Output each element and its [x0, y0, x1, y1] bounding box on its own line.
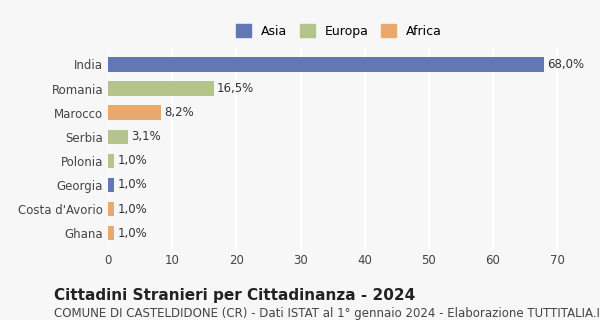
Text: 1,0%: 1,0%: [118, 227, 148, 240]
Bar: [108, 57, 544, 72]
Bar: [108, 81, 214, 96]
Text: 16,5%: 16,5%: [217, 82, 254, 95]
Bar: [108, 178, 115, 192]
Bar: [108, 105, 161, 120]
Legend: Asia, Europa, Africa: Asia, Europa, Africa: [230, 18, 448, 44]
Text: Cittadini Stranieri per Cittadinanza - 2024: Cittadini Stranieri per Cittadinanza - 2…: [54, 288, 415, 303]
Bar: [108, 154, 115, 168]
Bar: [108, 226, 115, 240]
Text: 1,0%: 1,0%: [118, 203, 148, 216]
Text: 1,0%: 1,0%: [118, 154, 148, 167]
Text: 1,0%: 1,0%: [118, 179, 148, 191]
Text: COMUNE DI CASTELDIDONE (CR) - Dati ISTAT al 1° gennaio 2024 - Elaborazione TUTTI: COMUNE DI CASTELDIDONE (CR) - Dati ISTAT…: [54, 307, 600, 320]
Bar: [108, 130, 128, 144]
Bar: [108, 202, 115, 216]
Text: 3,1%: 3,1%: [131, 130, 161, 143]
Text: 68,0%: 68,0%: [548, 58, 584, 71]
Text: 8,2%: 8,2%: [164, 106, 194, 119]
